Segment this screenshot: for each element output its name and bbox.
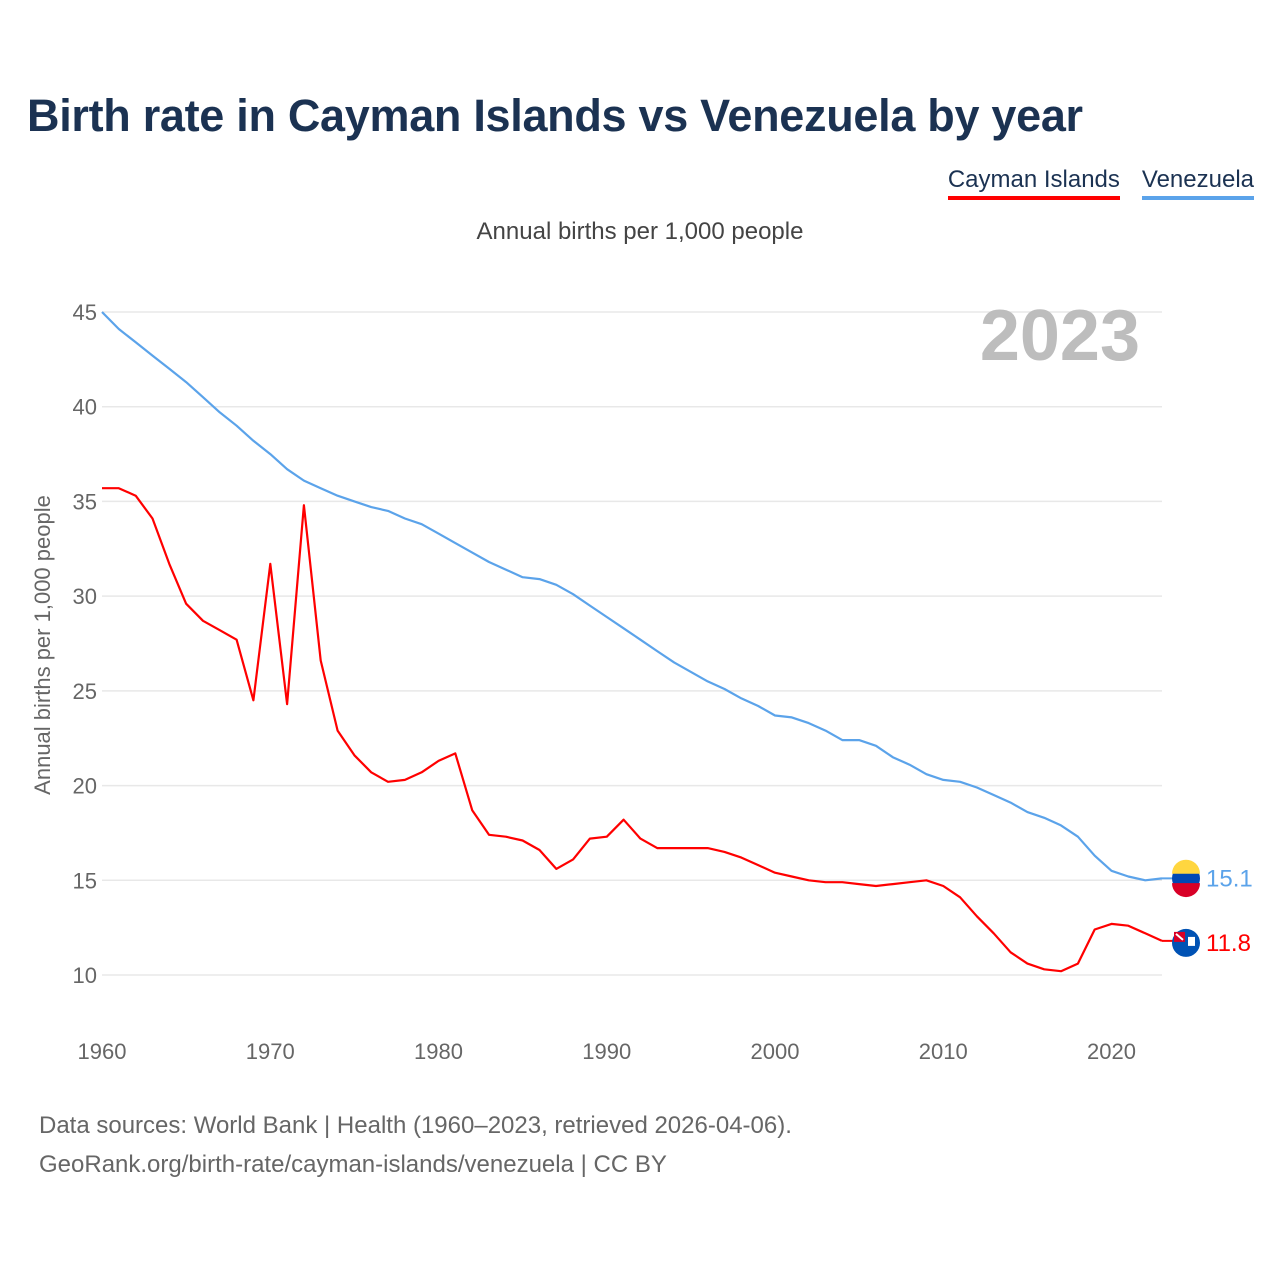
y-tick-label: 15 <box>73 868 97 893</box>
x-tick-label: 1980 <box>414 1039 463 1064</box>
y-tick-label: 10 <box>73 963 97 988</box>
y-tick-label: 30 <box>73 584 97 609</box>
y-tick-label: 40 <box>73 395 97 420</box>
footer: Data sources: World Bank | Health (1960–… <box>39 1106 792 1184</box>
flag-crest <box>1188 936 1195 946</box>
chart-subtitle: Annual births per 1,000 people <box>476 218 804 245</box>
y-tick-label: 20 <box>73 774 97 799</box>
series-line-cayman-islands <box>102 487 1163 973</box>
flag-stripe <box>1172 883 1200 898</box>
attribution-link[interactable]: GeoRank.org/birth-rate/cayman-islands/ve… <box>39 1151 667 1178</box>
flag-cross <box>1175 933 1184 941</box>
flag-stripe <box>1172 859 1200 874</box>
x-tick-label: 1970 <box>246 1039 295 1064</box>
y-tick-label: 25 <box>73 679 97 704</box>
legend-item-venezuela[interactable]: Venezuela <box>1141 166 1254 200</box>
end-value-label: 11.8 <box>1206 930 1251 957</box>
y-axis-label: Annual births per 1,000 people <box>30 495 55 795</box>
y-tick-label: 45 <box>73 300 97 325</box>
x-tick-label: 2000 <box>751 1039 800 1064</box>
x-tick-label: 1960 <box>78 1039 127 1064</box>
x-tick-label: 2010 <box>919 1039 968 1064</box>
end-value-label: 15.1 <box>1206 865 1253 892</box>
y-tick-label: 35 <box>73 489 97 514</box>
x-tick-label: 2020 <box>1087 1039 1136 1064</box>
legend: Cayman Islands Venezuela <box>947 166 1254 200</box>
year-label: 2023 <box>980 296 1140 376</box>
source-note: Data sources: World Bank | Health (1960–… <box>39 1112 792 1139</box>
series-line-venezuela <box>101 311 1163 882</box>
x-tick-label: 1990 <box>582 1039 631 1064</box>
legend-item-cayman-islands[interactable]: Cayman Islands <box>947 166 1120 200</box>
chart-title: Birth rate in Cayman Islands vs Venezuel… <box>27 90 1083 141</box>
